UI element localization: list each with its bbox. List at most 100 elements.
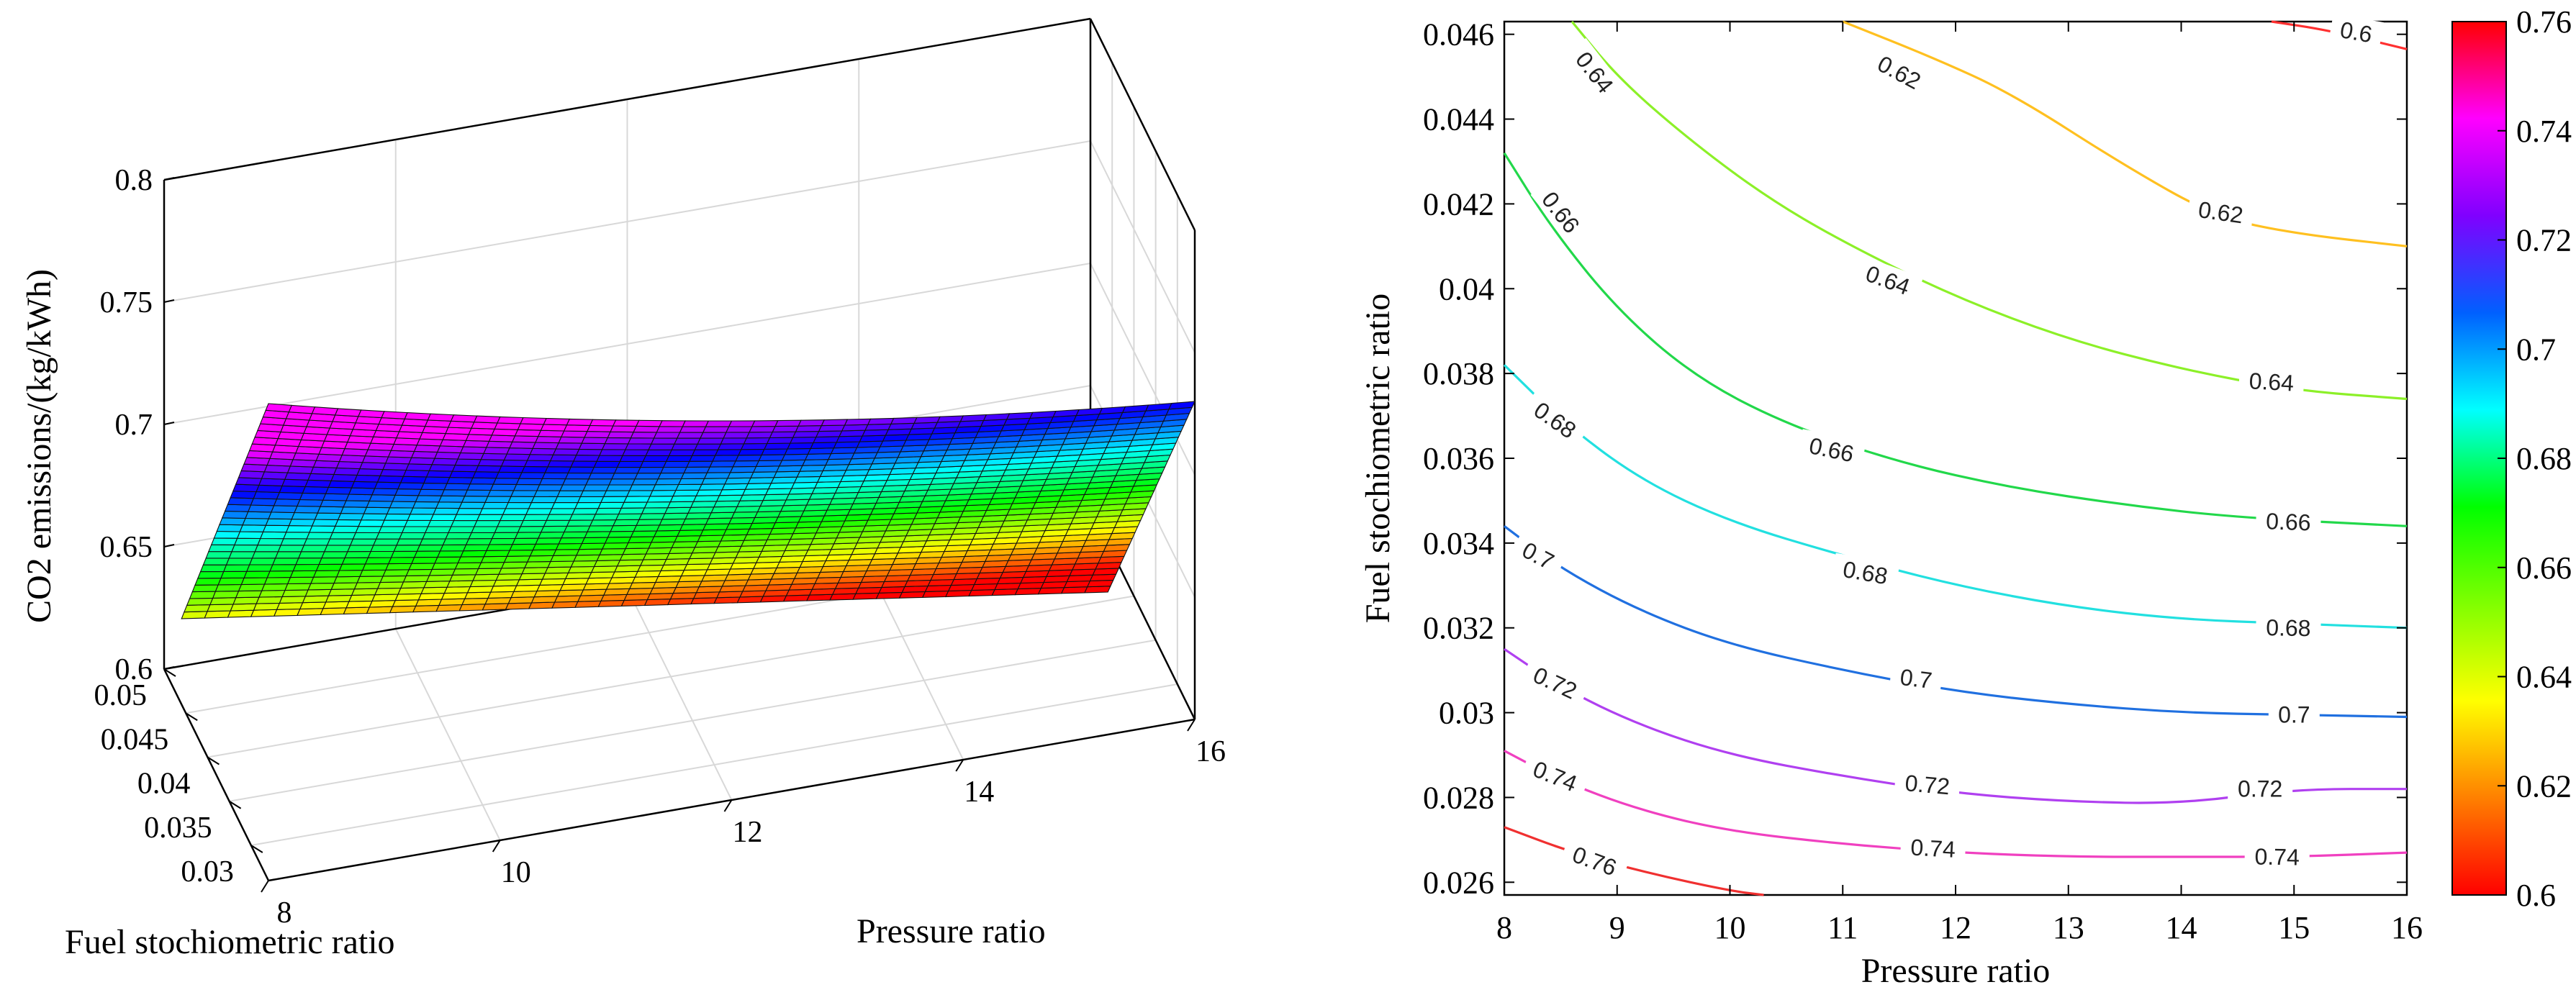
surface-patch	[399, 532, 426, 540]
surface-patch	[573, 554, 600, 562]
surface-patch	[567, 466, 595, 474]
surface-patch	[610, 524, 638, 532]
x-tick-label: 13	[2053, 910, 2084, 945]
surface-patch	[732, 460, 760, 468]
surface-patch	[867, 417, 895, 425]
surface-patch	[345, 600, 373, 609]
surface-patch	[774, 419, 802, 427]
surface-patch	[386, 507, 414, 515]
surface-patch	[258, 589, 286, 598]
surface-patch	[701, 574, 728, 582]
contour-label: 0.7	[1889, 661, 1943, 695]
surface-patch	[497, 519, 524, 527]
surface-patch	[366, 606, 394, 614]
surface-patch	[325, 594, 353, 603]
surface-patch	[715, 494, 744, 502]
surface-patch	[703, 472, 731, 479]
surface-patch	[250, 609, 278, 617]
surface-patch	[320, 499, 347, 508]
surface-patch	[603, 588, 631, 596]
surface-patch	[408, 563, 435, 571]
surface-patch	[491, 428, 519, 437]
surface-patch	[500, 514, 527, 522]
surface-patch	[404, 412, 432, 421]
surface-patch	[250, 498, 278, 506]
surface-patch	[358, 519, 385, 527]
surface-patch	[196, 571, 225, 579]
surface-patch	[258, 478, 286, 486]
surface-patch	[302, 595, 330, 604]
surface-patch	[694, 443, 722, 450]
surface-patch	[245, 511, 272, 519]
surface-patch	[555, 442, 583, 450]
y-tick-mark	[229, 800, 242, 809]
surface-patch	[315, 563, 343, 571]
surface-patch	[622, 449, 649, 456]
surface-patch	[642, 455, 670, 462]
surface-patch	[474, 520, 501, 527]
surface-patch	[369, 600, 397, 608]
surface-patch	[376, 475, 405, 483]
contour-label-bg	[1564, 37, 1626, 106]
surface-patch	[256, 596, 284, 604]
surface-patch	[297, 499, 324, 507]
surface-patch	[352, 532, 380, 540]
surface-patch	[344, 550, 372, 558]
surface-patch	[227, 609, 255, 618]
surface-patch	[235, 477, 263, 486]
surface-patch	[781, 453, 809, 461]
surface-patch	[611, 571, 638, 578]
contour-label: 0.74	[1899, 832, 1966, 863]
surface-patch	[461, 597, 489, 606]
surface-patch	[382, 569, 410, 577]
surface-patch	[654, 478, 682, 486]
surface-patch	[363, 506, 391, 514]
surface-patch	[248, 558, 276, 565]
surface-patch	[713, 500, 741, 508]
surface-patch	[281, 589, 309, 597]
surface-patch	[524, 460, 551, 468]
surface-patch	[529, 447, 557, 455]
surface-patch	[686, 558, 714, 565]
surface-patch	[668, 547, 696, 554]
surface-ticks: 0.6 0.65 0.7 0.75 0.8 8 10 12 14 16 0.03 0.035 0.04 0…	[94, 164, 1226, 929]
surface-patch	[222, 564, 250, 572]
surface-patch	[212, 591, 240, 599]
surface-patch	[280, 538, 308, 546]
surface-patch	[295, 558, 322, 565]
surface-patch	[489, 585, 518, 593]
surface-patch	[214, 583, 243, 592]
surface-patch	[335, 519, 362, 527]
surface-patch	[608, 576, 636, 584]
surface-patch	[427, 519, 455, 527]
surface-patch	[507, 496, 535, 504]
surface-patch	[599, 548, 626, 555]
surface-patch	[666, 553, 693, 560]
surface-patch	[807, 447, 835, 455]
surface-patch	[582, 484, 610, 491]
surface-patch	[189, 591, 217, 599]
surface-patch	[461, 496, 489, 503]
surface-patch	[465, 434, 493, 442]
floor-gridline	[229, 639, 1156, 802]
surface-patch	[671, 541, 699, 548]
surface-patch	[691, 449, 719, 456]
surface-patch	[727, 471, 754, 479]
surface-patch	[520, 417, 547, 425]
surface-patch	[615, 513, 643, 521]
surface-patch	[637, 466, 664, 474]
surface-patch	[605, 582, 633, 590]
y-tick-label: 0.05	[94, 679, 148, 712]
surface-patch	[625, 542, 652, 550]
surface-patch	[680, 472, 708, 480]
surface-patch	[488, 435, 516, 442]
surface-patch	[890, 417, 918, 424]
surface-patch	[828, 453, 855, 460]
z-tick-mark	[163, 177, 175, 181]
surface-patch	[653, 529, 681, 537]
surface-patch	[370, 545, 397, 553]
colorbar-ticks: 0.6 0.62 0.64 0.66 0.68 0.7 0.72 0.74 0.76	[2498, 4, 2572, 913]
surface-patch	[578, 442, 606, 450]
contour-label-bg	[1559, 836, 1630, 885]
surface-patch	[678, 575, 705, 583]
